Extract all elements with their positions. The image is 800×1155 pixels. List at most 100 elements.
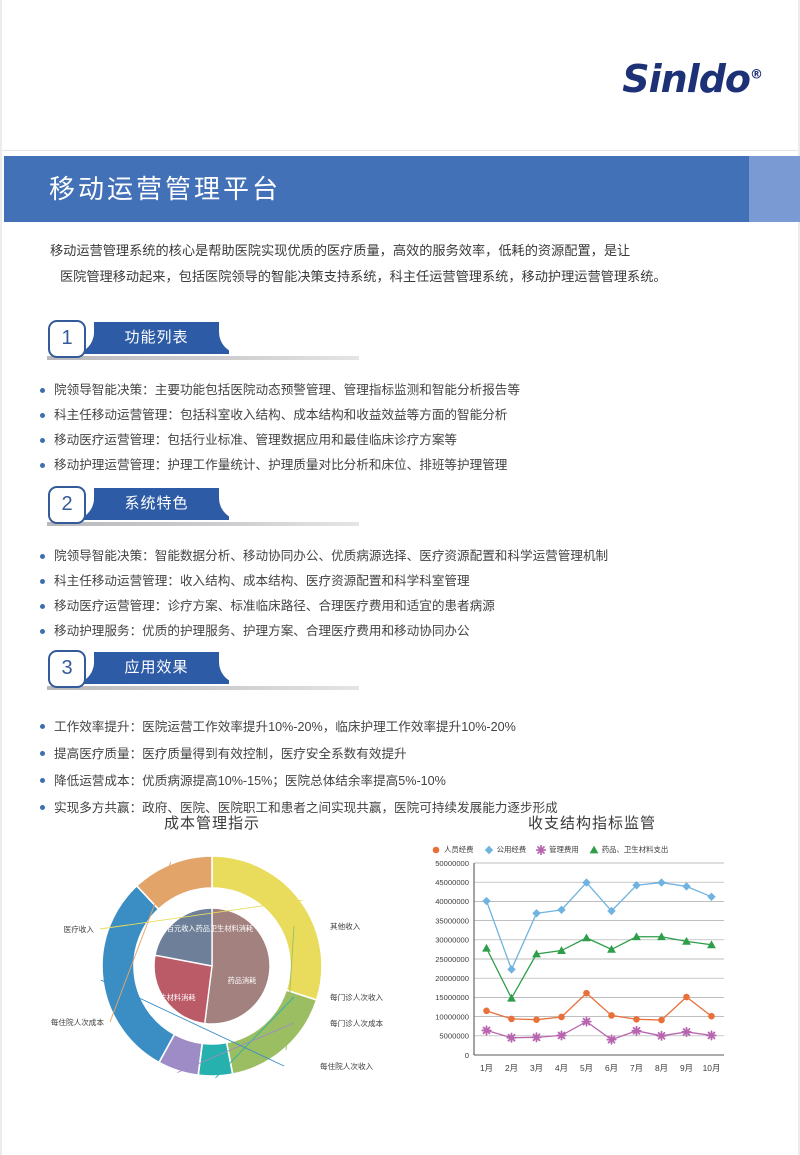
data-point-marker [682,882,691,891]
y-axis-tick-label: 20000000 [435,974,469,983]
section-title: 应用效果 [124,659,189,676]
data-point-marker [507,993,516,1002]
section-header: 系统特色 2 [32,484,772,530]
section-title: 系统特色 [124,495,189,512]
x-axis-tick-label: 4月 [555,1063,568,1073]
data-point-marker [706,1030,717,1041]
data-point-marker [707,892,716,901]
donut-slice-label: 每门诊人次收入 [330,992,384,1002]
brand-logo-text: Sinldo [622,57,751,101]
charts-row: 成本管理指示 百元收入药品卫生材料消耗 药品消耗 卫生材料消耗 医疗收入 其他收入 每门诊… [22,808,782,1118]
data-point-marker [607,906,616,916]
data-point-marker [531,1032,542,1043]
x-axis-tick-label: 9月 [680,1063,693,1073]
series-line [485,881,712,972]
section-banner-cap-right [229,322,251,354]
legend-label: 公用经费 [496,845,527,854]
y-axis-tick-label: 50000000 [435,859,469,868]
list-item: 移动护理运营管理：护理工作量统计、护理质量对比分析和床位、排班等护理管理 [32,453,772,478]
x-axis-tick-label: 5月 [580,1063,593,1073]
y-axis-tick-label: 10000000 [435,1012,469,1021]
donut-slice-label: 医疗收入 [64,924,95,934]
list-item: 移动医疗运营管理：包括行业标准、管理数据应用和最佳临床诊疗方案等 [32,428,772,453]
data-point-marker [657,878,666,887]
intro-line-1: 移动运营管理系统的核心是帮助医院实现优质的医疗质量，高效的服务效率，低耗的资源配… [50,243,631,258]
list-item: 工作效率提升：医院运营工作效率提升10%-20%，临床护理工作效率提升10%-2… [32,714,772,741]
registered-trademark-icon: ® [750,67,763,83]
donut-slice-label: 每门诊人次成本 [330,1018,384,1028]
list-item: 移动医疗运营管理：诊疗方案、标准临床路径、合理医疗费用和适宜的患者病源 [32,594,772,619]
data-point-marker [533,1016,540,1023]
data-point-marker [606,1034,617,1045]
data-point-marker [536,844,547,855]
title-band-accent [749,156,800,222]
data-point-marker [558,1013,565,1021]
donut-inner-slice [153,954,213,1025]
donut-slice-label: 每住院人次收入 [320,1061,374,1071]
legend-item: 公用经费 [483,844,527,855]
section-number: 1 [48,320,86,358]
donut-callout-leader-line [177,1022,295,1073]
section-bullet-list: 工作效率提升：医院运营工作效率提升10%-20%，临床护理工作效率提升10%-2… [32,714,772,822]
list-item: 降低运营成本：优质病源提高10%-15%；医院总体结余率提高5%-10% [32,768,772,795]
section-function-list: 功能列表 1 院领导智能决策：主要功能包括医院动态预警管理、管理指标监测和智能分… [32,318,772,478]
section-number: 2 [48,486,86,524]
x-axis-tick-label: 3月 [530,1063,543,1073]
section-banner: 应用效果 [72,652,241,684]
series-line [486,1020,712,1041]
line-svg: 0 5000000 10000000 15000000 20000000 25000000… [435,859,724,1073]
data-point-marker [682,936,691,945]
legend-marker-icon [484,845,493,855]
list-item: 科主任移动运营管理：包括科室收入结构、成本结构和收益效益等方面的智能分析 [32,403,772,428]
section-header: 功能列表 1 [32,318,772,364]
intro-line-2: 医院管理移动起来，包括医院领导的智能决策支持系统，科主任运营管理系统，移动护理运… [60,269,667,284]
section-bullet-list: 院领导智能决策：主要功能包括医院动态预警管理、管理指标监测和智能分析报告等 科主… [32,378,772,478]
y-axis-tick-label: 45000000 [435,878,469,887]
chart-title-line: 收支结构指标监管 [527,815,656,832]
list-item: 提高医疗质量：医疗质量得到有效控制，医疗安全系数有效提升 [32,741,772,768]
legend-item: 管理费用 [535,844,579,855]
donut-inner-slice-label: 百元收入药品卫生材料消耗 [167,924,253,933]
data-point-marker [582,933,591,942]
data-point-marker [557,905,566,915]
donut-callout-leader-line [100,979,285,1067]
legend-marker-icon [589,845,599,854]
data-point-marker [683,993,690,1001]
donut-outer-slice [197,1041,234,1077]
list-item: 院领导智能决策：智能数据分析、移动协同办公、优质病源选择、医疗资源配置和科学运营… [32,544,772,569]
section-banner-cap-right [229,488,251,520]
data-point-marker [507,965,516,974]
data-point-marker [532,949,541,958]
data-point-marker [482,943,491,952]
data-point-marker [658,1016,665,1024]
y-axis-tick-label: 25000000 [435,955,469,964]
data-point-marker [631,1025,642,1036]
revenue-structure-line-chart: 收支结构指标监管 人员经费 公用经费 管理费用 药品、卫生材料支出 0 5000000 1… [402,808,782,1118]
legend-item: 人员经费 [430,844,474,855]
legend-item: 药品、卫生材料支出 [588,844,668,855]
legend-label: 管理费用 [549,845,579,854]
x-axis-tick-label: 1月 [480,1063,493,1073]
donut-callout-leader-line [99,899,303,930]
section-rule [47,686,359,690]
chart-title-donut: 成本管理指示 [163,815,260,832]
data-point-marker [508,1015,515,1023]
legend-marker-icon [536,844,547,855]
list-item: 移动护理服务：优质的护理服务、护理方案、合理医疗费用和移动协同办公 [32,619,772,644]
list-item: 院领导智能决策：主要功能包括医院动态预警管理、管理指标监测和智能分析报告等 [32,378,772,403]
legend-marker-icon [432,846,440,854]
list-item: 实现多方共赢：政府、医院、医院职工和患者之间实现共赢，医院可持续发展能力逐步形成 [32,795,772,822]
donut-slice-label: 其他收入 [330,921,361,931]
section-banner-cap-right [229,652,251,684]
section-header: 应用效果 3 [32,648,772,694]
page-title: 移动运营管理平台 [49,174,282,204]
data-point-marker [707,940,716,949]
title-band-main [4,156,749,222]
donut-inner-slice-label: 药品消耗 [228,976,257,985]
y-axis-tick-label: 15000000 [435,993,469,1002]
section-banner: 系统特色 [72,488,241,520]
title-band: 移动运营管理平台 [4,156,800,222]
data-point-marker [708,1012,715,1020]
data-point-marker [582,878,591,887]
donut-outer-slice [135,855,213,911]
